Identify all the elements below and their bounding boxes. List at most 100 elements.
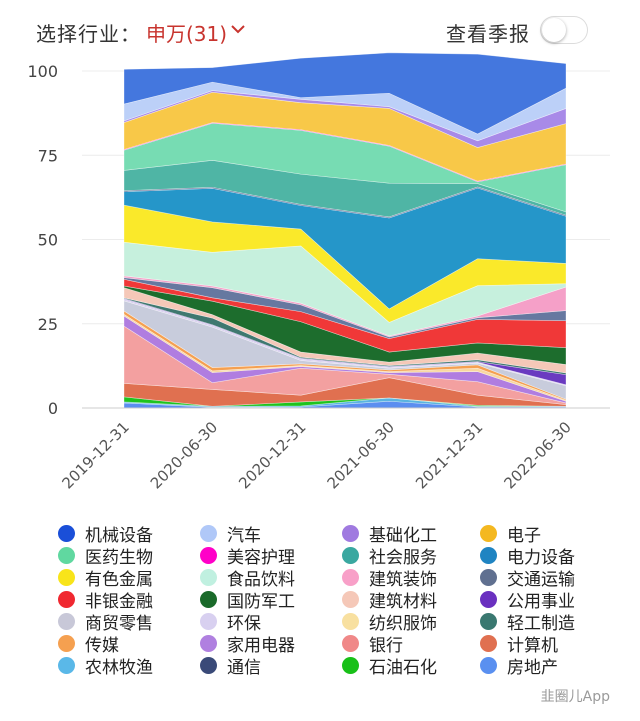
legend-item[interactable]: 食品饮料 [200,566,295,590]
legend-swatch [200,524,217,542]
legend-item[interactable]: 公用事业 [480,588,575,612]
legend-label: 通信 [227,657,261,678]
legend-swatch [58,634,75,652]
quarterly-report-toggle[interactable] [540,16,588,44]
y-tick-label: 100 [27,62,58,81]
legend-label: 家用电器 [227,635,295,656]
x-tick-label: 2019-12-31 [58,418,132,492]
legend-item[interactable]: 环保 [200,610,261,634]
x-tick-label: 2021-06-30 [324,418,398,492]
legend-swatch [58,612,75,630]
legend-item[interactable]: 汽车 [200,522,261,546]
legend-item[interactable]: 电力设备 [480,544,575,568]
legend-item[interactable]: 电子 [480,522,541,546]
legend-swatch [480,590,497,608]
legend-item[interactable]: 农林牧渔 [58,654,153,678]
legend-item[interactable]: 非银金融 [58,588,153,612]
legend-swatch [200,568,217,586]
legend-label: 银行 [369,635,403,656]
legend-label: 环保 [227,613,261,634]
legend-swatch [480,656,497,674]
legend-label: 交通运输 [507,569,575,590]
legend-item[interactable]: 计算机 [480,632,558,656]
legend-swatch [200,656,217,674]
legend-item[interactable]: 社会服务 [342,544,437,568]
legend-swatch [480,634,497,652]
legend-item[interactable]: 传媒 [58,632,119,656]
legend-item[interactable]: 有色金属 [58,566,153,590]
legend-item[interactable]: 机械设备 [58,522,153,546]
legend-item[interactable]: 基础化工 [342,522,437,546]
legend-label: 农林牧渔 [85,657,153,678]
x-tick-label: 2021-12-31 [412,418,486,492]
quarterly-report-label: 查看季报 [446,22,530,46]
y-tick-label: 50 [38,231,58,250]
legend-label: 医药生物 [85,547,153,568]
chevron-down-icon[interactable] [230,22,246,36]
legend-label: 房地产 [507,657,558,678]
legend-item[interactable]: 美容护理 [200,544,295,568]
y-tick-label: 75 [38,146,58,165]
legend-label: 电力设备 [507,547,575,568]
industry-selector-label: 选择行业： [36,22,141,46]
legend-swatch [480,546,497,564]
legend-label: 美容护理 [227,547,295,568]
legend-label: 计算机 [507,635,558,656]
legend-label: 汽车 [227,525,261,546]
legend-swatch [480,568,497,586]
legend-swatch [58,546,75,564]
toggle-knob [542,18,566,42]
legend-swatch [200,590,217,608]
legend-label: 非银金融 [85,591,153,612]
legend-item[interactable]: 纺织服饰 [342,610,437,634]
legend-label: 商贸零售 [85,613,153,634]
legend-label: 轻工制造 [507,613,575,634]
x-tick-label: 2022-06-30 [500,418,574,492]
area-layer [123,52,567,409]
legend-label: 社会服务 [369,547,437,568]
legend-swatch [480,524,497,542]
legend-swatch [342,656,359,674]
legend-swatch [58,590,75,608]
industry-selector[interactable]: 申万(31) [146,22,228,46]
legend-item[interactable]: 家用电器 [200,632,295,656]
legend-item[interactable]: 轻工制造 [480,610,575,634]
stacked-area-chart: 0 25 50 75 100 2019-12-31 2020-06-30 2020-12-31… [27,52,610,492]
legend-item[interactable]: 商贸零售 [58,610,153,634]
legend-swatch [58,524,75,542]
legend-item[interactable]: 建筑装饰 [342,566,437,590]
legend-item[interactable]: 银行 [342,632,403,656]
legend-swatch [200,612,217,630]
legend-item[interactable]: 医药生物 [58,544,153,568]
legend-swatch [342,568,359,586]
legend-item[interactable]: 国防军工 [200,588,295,612]
legend-label: 食品饮料 [227,569,295,590]
legend-label: 纺织服饰 [369,613,437,634]
watermark: 韭圈儿App [540,689,610,705]
legend-label: 国防军工 [227,591,295,612]
top-bar: 选择行业： 申万(31) 查看季报 [0,0,640,60]
legend-item[interactable]: 通信 [200,654,261,678]
legend-label: 有色金属 [85,569,153,590]
legend-item[interactable]: 交通运输 [480,566,575,590]
legend-swatch [342,524,359,542]
x-tick-label: 2020-12-31 [235,418,309,492]
legend-item[interactable]: 房地产 [480,654,558,678]
legend-label: 机械设备 [85,525,153,546]
legend-swatch [342,634,359,652]
legend-label: 公用事业 [507,591,575,612]
legend-label: 传媒 [85,635,119,656]
x-tick-label: 2020-06-30 [147,418,221,492]
legend-swatch [200,546,217,564]
legend-swatch [200,634,217,652]
legend-swatch [58,568,75,586]
legend-swatch [480,612,497,630]
y-tick-label: 0 [48,399,58,418]
legend-item[interactable]: 建筑材料 [342,588,437,612]
legend-swatch [342,612,359,630]
area-机械设备 [123,52,567,135]
legend-swatch [342,546,359,564]
legend-item[interactable]: 石油石化 [342,654,437,678]
legend-label: 石油石化 [369,657,437,678]
legend-swatch [58,656,75,674]
